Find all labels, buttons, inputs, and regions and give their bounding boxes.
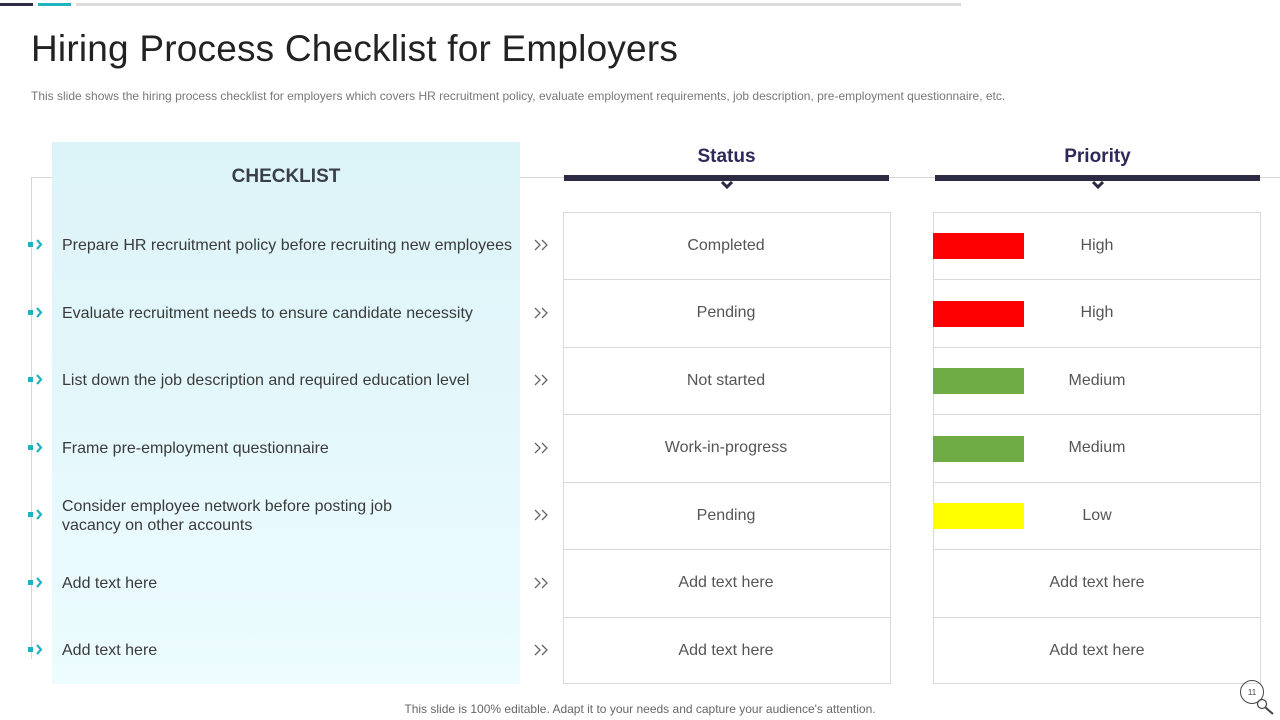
checklist-item-line: Frame pre-employment questionnaire: [62, 439, 329, 457]
priority-cell: Low: [1082, 506, 1112, 524]
double-chevron-right-icon: [534, 239, 548, 251]
table-row: List down the job description and requir…: [0, 347, 1280, 415]
row-divider: [563, 481, 891, 483]
double-chevron-right-icon: [534, 442, 548, 453]
status-cell: Not started: [686, 371, 766, 389]
teal-arrow-bullet-icon: [28, 374, 43, 385]
priority-color-swatch: [933, 503, 1024, 529]
teal-arrow-bullet-icon: [28, 306, 43, 318]
status-column-header: Status: [564, 146, 889, 190]
row-divider: [933, 616, 1261, 618]
priority-cell: High: [1080, 304, 1114, 321]
checklist-item-text: Evaluate recruitment needs to ensure can…: [62, 304, 473, 323]
teal-arrow-bullet-icon: [28, 509, 43, 520]
row-divider: [933, 346, 1261, 348]
checklist-item: Consider employee network before posting…: [62, 482, 512, 549]
frame-left-line: [31, 177, 32, 659]
table-row: Frame pre-employment questionnaire Work-i…: [0, 415, 1280, 483]
priority-color-swatch: [933, 233, 1024, 259]
row-divider: [563, 279, 891, 280]
table-row: Consider employee network before posting…: [0, 482, 1280, 550]
checklist-item-line: Add text here: [62, 642, 158, 659]
checklist-item-line: Consider employee network before posting…: [62, 497, 392, 515]
double-chevron-right-icon: [534, 577, 548, 588]
teal-arrow-bullet-icon: [28, 441, 43, 453]
top-accent-bar-grey: [76, 3, 961, 6]
status-cell: Pending: [696, 506, 756, 524]
status-cell: Work-in-progress: [664, 439, 788, 456]
priority-cell: Medium: [1068, 371, 1126, 389]
checklist-item: Add text here: [62, 617, 512, 684]
row-divider: [563, 549, 891, 550]
priority-color-swatch: [933, 300, 1024, 327]
double-chevron-right-icon: [534, 644, 548, 656]
status-column-box: [563, 212, 891, 684]
checklist-item-text: List down the job description and requir…: [62, 371, 469, 390]
row-divider: [933, 549, 1261, 550]
checklist-item: Frame pre-employment questionnaire: [62, 415, 512, 482]
priority-cell: Add text here: [1049, 641, 1145, 659]
teal-arrow-bullet-icon: [28, 644, 43, 655]
top-accent-bar-teal: [38, 3, 71, 6]
teal-arrow-bullet-icon: [28, 239, 43, 250]
page-number: 11: [1240, 680, 1264, 704]
row-divider: [563, 414, 891, 415]
priority-color-swatch: [933, 368, 1024, 394]
status-cell: Completed: [687, 236, 765, 254]
double-chevron-right-icon: [534, 374, 548, 386]
status-header-label: Status: [697, 146, 756, 167]
footer-note: This slide is 100% editable. Adapt it to…: [404, 702, 876, 716]
checklist-header: CHECKLIST: [231, 166, 341, 187]
checklist-item-text: Prepare HR recruitment policy before rec…: [62, 236, 512, 255]
row-divider: [563, 346, 891, 348]
checklist-item-text: Add text here: [62, 574, 157, 593]
priority-cell: Medium: [1068, 439, 1126, 456]
teal-arrow-bullet-icon: [28, 576, 43, 588]
table-row: Prepare HR recruitment policy before rec…: [0, 212, 1280, 280]
checklist-item-line: Prepare HR recruitment policy before rec…: [62, 237, 512, 254]
checklist-item: Prepare HR recruitment policy before rec…: [62, 212, 512, 279]
checklist-item-line: List down the job description and requir…: [62, 372, 470, 389]
checklist-item-text: Add text here: [62, 641, 157, 660]
status-cell: Add text here: [678, 574, 774, 591]
chevron-down-icon: [1091, 181, 1104, 190]
slide-title: Hiring Process Checklist for Employers: [31, 28, 679, 69]
checklist-item-text: Frame pre-employment questionnaire: [62, 439, 329, 458]
checklist-item-line: vacancy on other accounts: [62, 516, 253, 534]
status-cell: Pending: [696, 304, 756, 321]
checklist-item: Evaluate recruitment needs to ensure can…: [62, 280, 512, 347]
row-divider: [563, 616, 891, 618]
checklist-item: Add text here: [62, 550, 512, 617]
double-chevron-right-icon: [534, 509, 548, 521]
slide-subtitle: This slide shows the hiring process chec…: [31, 89, 1006, 103]
double-chevron-right-icon: [534, 307, 548, 318]
checklist-item-line: Evaluate recruitment needs to ensure can…: [62, 304, 473, 322]
table-row: Add text here Add text here Add text here: [0, 617, 1280, 684]
priority-column-header: Priority: [935, 146, 1260, 190]
priority-cell: High: [1080, 236, 1114, 254]
status-cell: Add text here: [678, 641, 774, 659]
row-divider: [933, 279, 1261, 280]
priority-header-label: Priority: [1064, 146, 1131, 167]
priority-header-bar: [935, 175, 1260, 181]
chevron-down-icon: [720, 181, 733, 190]
row-divider: [933, 481, 1261, 483]
checklist-item: List down the job description and requir…: [62, 347, 512, 414]
table-row: Add text here Add text here Add text here: [0, 550, 1280, 618]
priority-color-swatch: [933, 435, 1024, 462]
magnifier-icon: [1256, 698, 1274, 715]
top-accent-bar-dark: [0, 3, 33, 6]
priority-cell: Add text here: [1049, 574, 1145, 591]
row-divider: [933, 414, 1261, 415]
checklist-item-line: Add text here: [62, 574, 158, 592]
checklist-item-text: Consider employee network before posting…: [62, 497, 392, 535]
table-row: Evaluate recruitment needs to ensure can…: [0, 280, 1280, 348]
checklist-panel: [52, 142, 520, 684]
status-header-bar: [564, 175, 889, 181]
